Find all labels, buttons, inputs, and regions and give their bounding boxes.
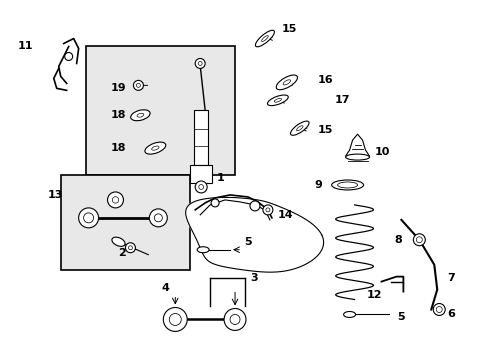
Circle shape (198, 185, 203, 189)
Circle shape (125, 243, 135, 253)
Circle shape (265, 208, 269, 212)
Text: 16: 16 (317, 75, 333, 85)
Ellipse shape (267, 95, 287, 105)
Text: 2: 2 (118, 248, 126, 258)
Circle shape (136, 84, 140, 87)
Bar (85, 45, 235, 175)
Text: 19: 19 (110, 84, 126, 93)
Circle shape (79, 208, 99, 228)
Circle shape (263, 205, 272, 215)
Circle shape (249, 201, 260, 211)
Text: 15: 15 (281, 24, 297, 33)
Text: 9: 9 (314, 180, 322, 190)
Text: 3: 3 (249, 273, 257, 283)
Circle shape (107, 192, 123, 208)
Text: 12: 12 (366, 289, 382, 300)
Text: 10: 10 (374, 147, 389, 157)
Circle shape (169, 314, 181, 325)
Text: 15: 15 (317, 125, 332, 135)
Circle shape (133, 80, 143, 90)
Text: 5: 5 (244, 237, 251, 247)
Text: 6: 6 (447, 310, 454, 319)
Ellipse shape (130, 110, 150, 121)
Circle shape (163, 307, 187, 332)
Ellipse shape (276, 75, 297, 90)
Polygon shape (185, 197, 323, 272)
Text: 14: 14 (277, 210, 293, 220)
Circle shape (149, 209, 167, 227)
Ellipse shape (112, 237, 125, 246)
Circle shape (154, 214, 162, 222)
Circle shape (195, 58, 205, 68)
Ellipse shape (283, 80, 290, 85)
Circle shape (211, 199, 219, 207)
Text: 8: 8 (394, 235, 401, 245)
Bar (194, 110, 208, 165)
Text: 17: 17 (334, 95, 349, 105)
Text: 5: 5 (397, 312, 404, 323)
Circle shape (229, 315, 240, 324)
Text: 18: 18 (110, 143, 126, 153)
Bar (190, 165, 212, 183)
Text: 4: 4 (161, 283, 169, 293)
Ellipse shape (337, 182, 357, 188)
Ellipse shape (345, 154, 369, 160)
Text: 18: 18 (110, 110, 126, 120)
Text: 11: 11 (18, 41, 34, 50)
Text: 13: 13 (48, 190, 63, 200)
Ellipse shape (255, 30, 274, 47)
Ellipse shape (151, 146, 159, 150)
Ellipse shape (144, 142, 165, 154)
Ellipse shape (261, 36, 268, 41)
Circle shape (128, 246, 132, 250)
Text: 7: 7 (447, 273, 454, 283)
Circle shape (415, 237, 422, 243)
Circle shape (83, 213, 93, 223)
Circle shape (195, 181, 207, 193)
Ellipse shape (290, 121, 308, 135)
Circle shape (198, 62, 202, 66)
Ellipse shape (197, 247, 209, 253)
Bar (61, 175, 190, 270)
Circle shape (435, 306, 441, 312)
Circle shape (224, 309, 245, 330)
Circle shape (112, 197, 119, 203)
Ellipse shape (274, 98, 281, 102)
Circle shape (64, 53, 73, 60)
Ellipse shape (331, 180, 363, 190)
Ellipse shape (137, 113, 143, 117)
Ellipse shape (296, 126, 303, 131)
Ellipse shape (343, 311, 355, 318)
Text: 1: 1 (216, 173, 224, 183)
Circle shape (412, 234, 425, 246)
Circle shape (432, 303, 444, 315)
